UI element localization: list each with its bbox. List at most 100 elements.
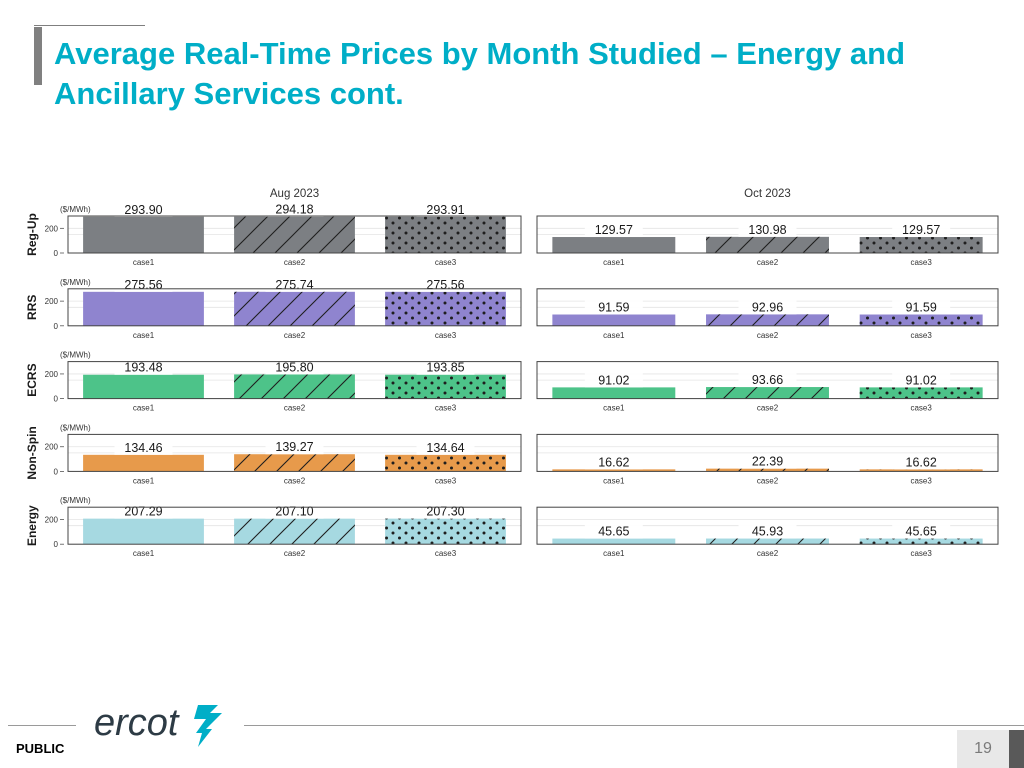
value-label-bg [892, 524, 951, 539]
panel-frame [67, 506, 522, 545]
x-tick-label: case3 [435, 404, 457, 413]
value-label: 275.56 [426, 278, 464, 292]
row-label: RRS [25, 295, 39, 320]
value-label-bg [738, 524, 797, 539]
x-tick-label: case3 [910, 404, 932, 413]
y-tick-label: 200 [45, 224, 59, 233]
value-label-bg [416, 504, 475, 519]
value-label: 129.57 [595, 223, 633, 237]
bar [83, 454, 204, 472]
x-tick-label: case2 [757, 549, 779, 558]
value-label: 45.65 [598, 525, 629, 539]
value-label-bg [584, 455, 643, 470]
bar-pattern [385, 291, 506, 326]
x-tick-label: case3 [435, 331, 457, 340]
y-tick-label: 0 [54, 322, 59, 331]
bar-pattern [706, 538, 829, 545]
value-label-bg [114, 202, 173, 217]
x-tick-label: case2 [757, 331, 779, 340]
x-tick-label: case1 [133, 549, 155, 558]
bar [83, 374, 204, 399]
value-label-bg [416, 202, 475, 217]
x-tick-label: case2 [757, 476, 779, 485]
bar-pattern [385, 454, 506, 472]
bar-pattern [234, 518, 355, 545]
x-tick-label: case3 [910, 549, 932, 558]
value-label-bg [265, 277, 324, 292]
month-header: Oct 2023 [744, 188, 791, 200]
title-accent-bar [34, 27, 42, 85]
bar-pattern [706, 387, 829, 399]
value-label-bg [114, 360, 173, 375]
value-label-bg [265, 504, 324, 519]
value-label: 91.59 [598, 301, 629, 315]
unit-label: ($/MWh) [60, 205, 91, 214]
bar [552, 237, 676, 253]
ercot-logo: ercot [94, 702, 222, 747]
x-tick-label: case1 [133, 404, 155, 413]
classification-label: PUBLIC [16, 741, 65, 756]
value-label-bg [416, 440, 475, 455]
x-tick-label: case1 [603, 476, 625, 485]
row-label: Non-Spin [25, 426, 39, 479]
unit-label: ($/MWh) [60, 278, 91, 287]
value-label: 207.30 [426, 505, 464, 519]
bar [83, 518, 204, 545]
value-label-bg [738, 300, 797, 315]
panel-frame [67, 433, 522, 472]
bar-pattern [706, 236, 829, 253]
panel-frame [67, 288, 522, 327]
value-label-bg [892, 300, 951, 315]
bar-pattern [706, 468, 829, 472]
value-label: 275.74 [275, 278, 313, 292]
bar-pattern [859, 314, 983, 326]
value-label: 193.48 [124, 361, 162, 375]
panel-frame [536, 215, 999, 254]
y-tick-label: 200 [45, 370, 59, 379]
x-tick-label: case3 [435, 476, 457, 485]
value-label: 91.02 [598, 373, 629, 387]
value-label: 16.62 [598, 455, 629, 469]
bar-pattern [234, 216, 355, 253]
title-top-rule [34, 25, 145, 26]
footer-rule-right [244, 725, 1024, 726]
value-label-bg [265, 360, 324, 375]
panel-frame [536, 288, 999, 327]
value-label: 92.96 [752, 300, 783, 314]
y-tick-label: 0 [54, 395, 59, 404]
unit-label: ($/MWh) [60, 496, 91, 505]
value-label: 207.29 [124, 505, 162, 519]
value-label: 134.64 [426, 441, 464, 455]
x-tick-label: case3 [910, 258, 932, 267]
value-label-bg [416, 360, 475, 375]
x-tick-label: case1 [603, 404, 625, 413]
value-label-bg [892, 373, 951, 388]
bar-pattern [385, 216, 506, 253]
value-label: 91.02 [906, 373, 937, 387]
value-label: 134.46 [124, 441, 162, 455]
panel-frame [536, 506, 999, 545]
x-tick-label: case2 [284, 331, 306, 340]
bar [83, 216, 204, 253]
bar-pattern [706, 314, 829, 326]
value-label: 16.62 [906, 455, 937, 469]
value-label: 45.93 [752, 525, 783, 539]
bar-pattern [234, 454, 355, 472]
value-label-bg [114, 440, 173, 455]
x-tick-label: case1 [133, 331, 155, 340]
value-label: 275.56 [124, 278, 162, 292]
value-label: 293.90 [124, 203, 162, 217]
value-label-bg [584, 524, 643, 539]
panel-frame [67, 215, 522, 254]
ercot-logo-wordmark: ercot [94, 702, 180, 744]
value-label: 195.80 [275, 360, 313, 374]
value-label-bg [584, 300, 643, 315]
value-label: 45.65 [906, 525, 937, 539]
y-tick-label: 0 [54, 249, 59, 258]
value-label-bg [892, 223, 951, 238]
page-number-accent [1009, 730, 1024, 768]
bar-pattern [859, 237, 983, 253]
price-chart-grid: Aug 2023 Oct 2023 Reg-Up ($/MWh) 0 200 293.90 c… [25, 188, 999, 558]
bar [552, 538, 676, 545]
value-label-bg [584, 373, 643, 388]
